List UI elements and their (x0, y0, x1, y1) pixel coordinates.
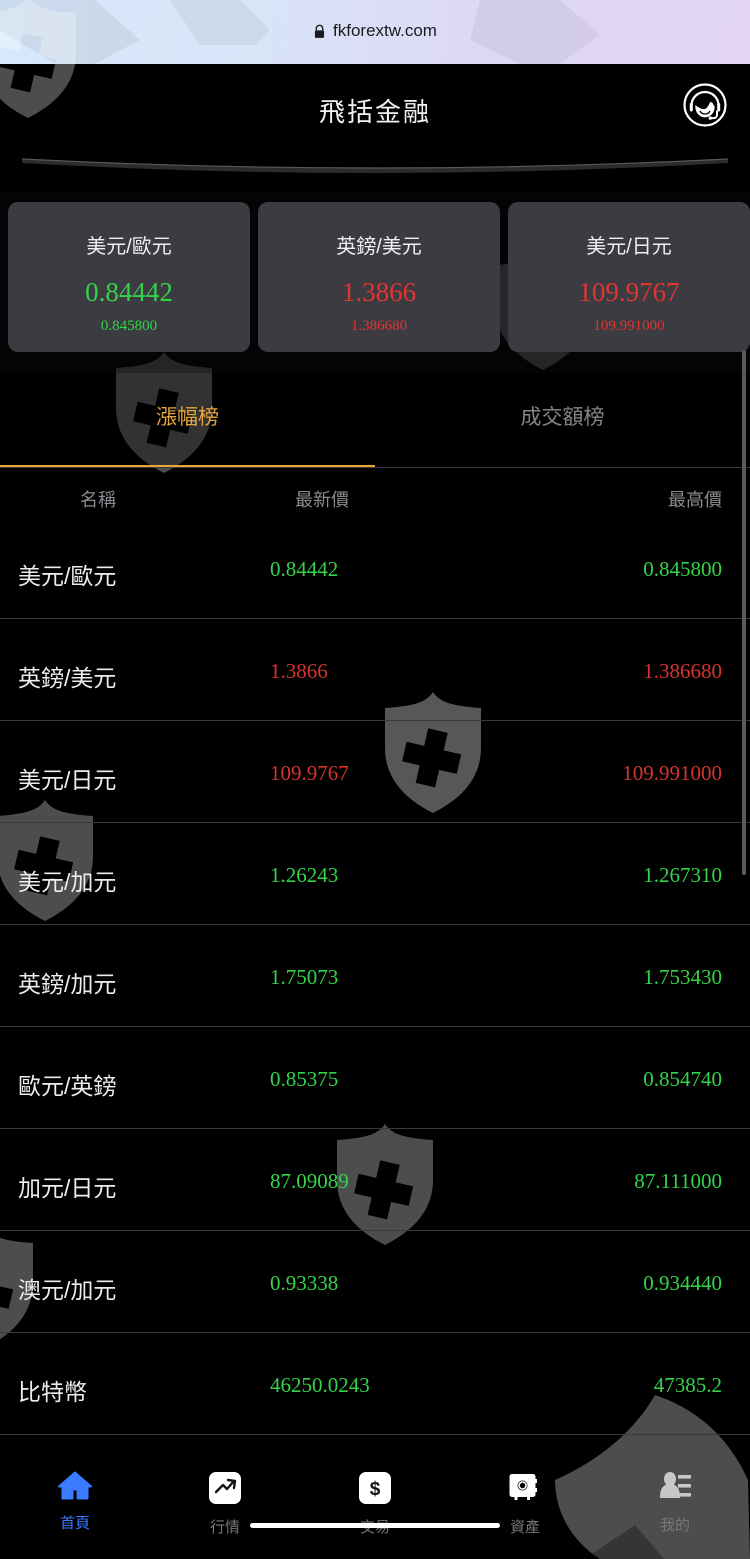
svg-text:$: $ (370, 1479, 381, 1500)
